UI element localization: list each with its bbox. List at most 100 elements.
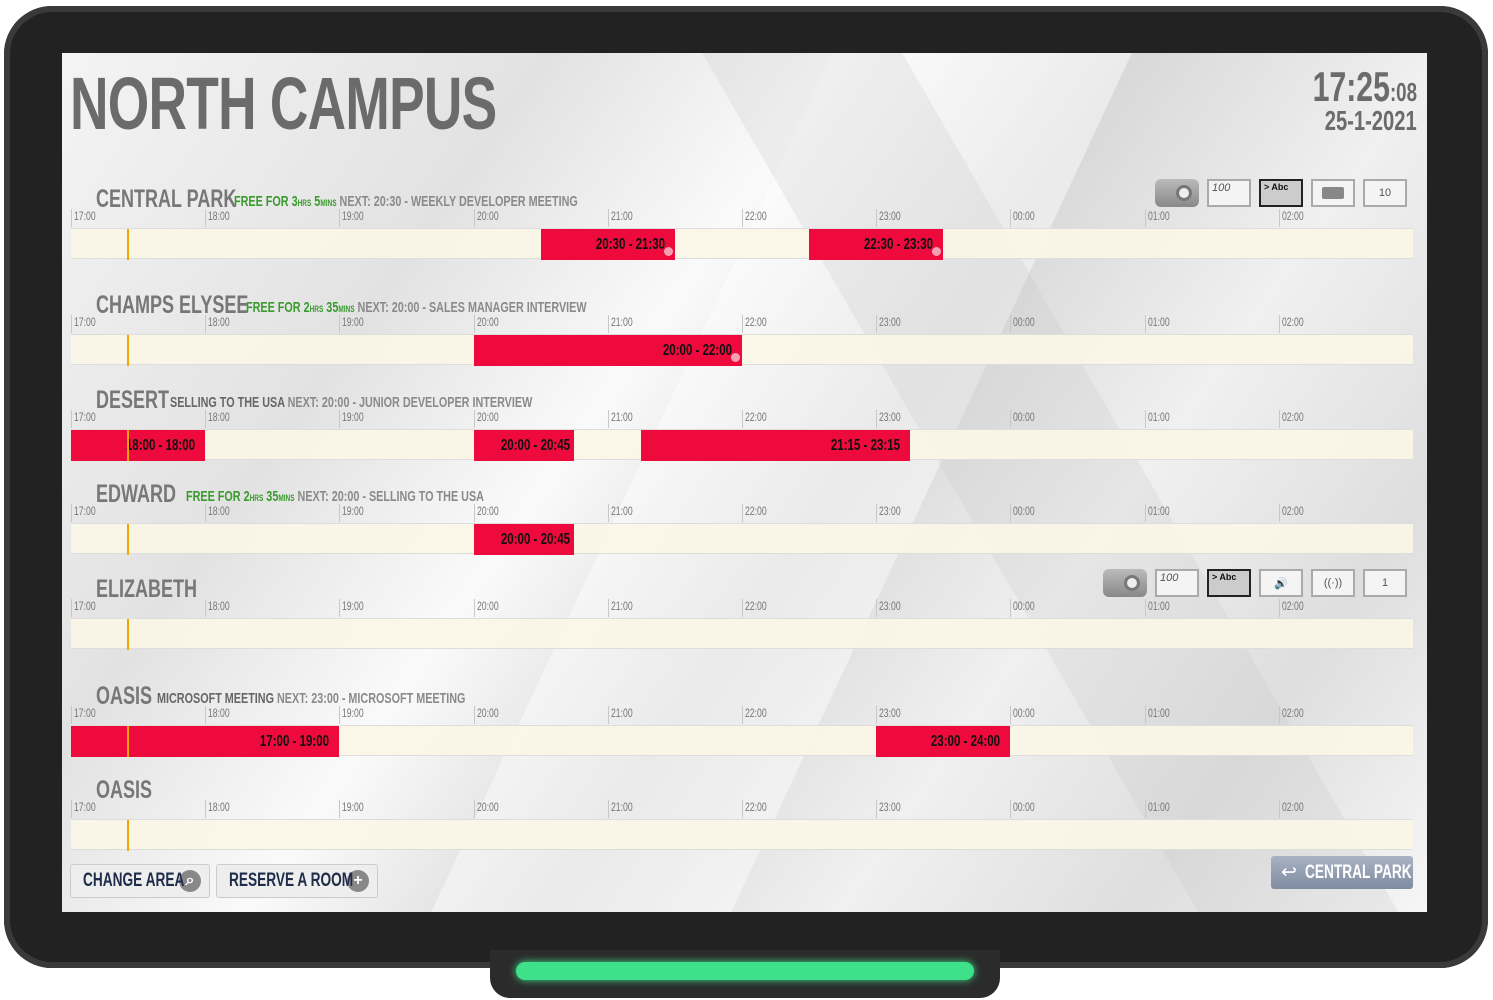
next-meeting: NEXT: 23:00 - MICROSOFT MEETING xyxy=(277,690,466,707)
back-central-park-button[interactable]: ↩ CENTRAL PARK xyxy=(1271,856,1413,889)
next-meeting: NEXT: 20:30 - WEEKLY DEVELOPER MEETING xyxy=(339,193,578,210)
tick-label: 19:00 xyxy=(339,410,372,428)
tick-label: 00:00 xyxy=(1010,800,1043,818)
tick-label: 20:00 xyxy=(473,410,507,428)
room-name[interactable]: OASIS xyxy=(96,682,153,710)
time-axis: 17:00 18:00 19:00 20:00 21:00 22:00 23:00 00:00… xyxy=(71,410,1413,428)
tick-label: 22:00 xyxy=(742,599,775,617)
capacity-icon: 1 xyxy=(1363,569,1407,597)
schedule-bar[interactable]: 20:30 - 21:30 22:30 - 23:30 xyxy=(71,228,1413,260)
projector-icon xyxy=(1155,179,1199,207)
current-time-marker xyxy=(126,619,129,650)
booking-block[interactable]: 18:00 - 18:00 xyxy=(71,430,206,461)
status-led xyxy=(516,962,974,980)
current-time-marker xyxy=(126,229,129,260)
display-icon: > Abc xyxy=(1207,569,1251,597)
tick-label: 01:00 xyxy=(1144,410,1178,428)
time-axis: 17:00 18:00 19:00 20:00 21:00 22:00 23:00 00:00… xyxy=(71,315,1413,333)
tick-label: 00:00 xyxy=(1010,504,1043,522)
tick-label: 20:00 xyxy=(473,706,507,724)
flower-icon xyxy=(730,353,740,362)
tick-label: 20:00 xyxy=(473,315,507,333)
room-name[interactable]: OASIS xyxy=(96,776,153,804)
tick-label: 18:00 xyxy=(205,706,238,724)
tick-label: 21:00 xyxy=(607,410,641,428)
whiteboard-icon: 100 xyxy=(1207,179,1251,207)
tick-label: 01:00 xyxy=(1144,599,1178,617)
room-name[interactable]: CHAMPS ELYSEE xyxy=(96,291,249,319)
schedule-bar[interactable]: 20:00 - 22:00 xyxy=(71,334,1413,366)
projector-icon xyxy=(1103,569,1147,597)
amenities: 100 > Abc 🔊 ((·)) 1 xyxy=(1103,569,1407,597)
video-camera-icon xyxy=(1311,179,1355,207)
screen: NORTH CAMPUS 17:25:08 25-1-2021 CENTRAL … xyxy=(62,53,1427,912)
tick-label: 18:00 xyxy=(205,504,238,522)
tick-label: 21:00 xyxy=(607,800,641,818)
current-time-marker xyxy=(126,335,129,366)
room-name[interactable]: EDWARD xyxy=(96,480,176,508)
time-axis: 17:00 18:00 19:00 20:00 21:00 22:00 23:00 00:00… xyxy=(71,706,1413,724)
tick-label: 00:00 xyxy=(1010,209,1043,227)
booking-block[interactable]: 20:00 - 22:00 xyxy=(473,335,742,366)
tick-label: 01:00 xyxy=(1144,315,1178,333)
tick-label: 01:00 xyxy=(1144,209,1178,227)
tick-label: 01:00 xyxy=(1144,504,1178,522)
tick-label: 18:00 xyxy=(205,315,238,333)
booking-block[interactable]: 21:15 - 23:15 xyxy=(641,430,910,461)
tick-label: 17:00 xyxy=(71,315,104,333)
room-row: EDWARD FREE FOR 2HRS 35MINS NEXT: 20:00 -… xyxy=(62,480,1427,577)
booking-block[interactable]: 23:00 - 24:00 xyxy=(876,726,1011,757)
tick-label: 20:00 xyxy=(473,800,507,818)
clock-seconds: :08 xyxy=(1389,77,1417,107)
tick-label: 18:00 xyxy=(205,410,238,428)
room-name[interactable]: CENTRAL PARK xyxy=(96,185,237,213)
booking-block[interactable]: 20:00 - 20:45 xyxy=(473,430,575,461)
tick-label: 17:00 xyxy=(71,706,104,724)
schedule-bar[interactable]: 20:00 - 20:45 xyxy=(71,523,1413,555)
booking-block[interactable]: 17:00 - 19:00 xyxy=(71,726,340,757)
next-meeting: NEXT: 20:00 - SELLING TO THE USA xyxy=(297,488,484,505)
flower-icon xyxy=(932,247,942,256)
room-status: FREE FOR 2HRS 35MINS NEXT: 20:00 - SELLI… xyxy=(186,488,484,505)
reserve-room-button[interactable]: RESERVE A ROOM + xyxy=(216,864,378,898)
tick-label: 20:00 xyxy=(473,504,507,522)
clock-time: 17:25 xyxy=(1312,63,1390,110)
room-name[interactable]: DESERT xyxy=(96,386,170,414)
room-status: SELLING TO THE USA NEXT: 20:00 - JUNIOR … xyxy=(170,394,533,411)
tick-label: 02:00 xyxy=(1278,504,1312,522)
clock-date: 25-1-2021 xyxy=(1325,105,1417,136)
time-axis: 17:00 18:00 19:00 20:00 21:00 22:00 23:00 00:00… xyxy=(71,209,1413,227)
schedule-bar[interactable]: 18:00 - 18:00 20:00 - 20:45 21:15 - 23:15 xyxy=(71,429,1413,461)
tick-label: 23:00 xyxy=(876,410,909,428)
tick-label: 22:00 xyxy=(742,706,775,724)
tick-label: 18:00 xyxy=(205,599,238,617)
current-time-marker xyxy=(126,430,129,461)
back-arrow-icon: ↩ xyxy=(1281,862,1297,883)
current-time-marker xyxy=(126,820,129,851)
tick-label: 20:00 xyxy=(473,209,507,227)
tick-label: 00:00 xyxy=(1010,706,1043,724)
tick-label: 23:00 xyxy=(876,706,909,724)
schedule-bar[interactable] xyxy=(71,819,1413,851)
flower-icon xyxy=(663,247,673,256)
tick-label: 23:00 xyxy=(876,315,909,333)
tick-label: 22:00 xyxy=(742,209,775,227)
tick-label: 17:00 xyxy=(71,599,104,617)
schedule-bar[interactable]: 17:00 - 19:00 23:00 - 24:00 xyxy=(71,725,1413,757)
booking-block[interactable]: 20:00 - 20:45 xyxy=(473,524,575,555)
room-status: MICROSOFT MEETING NEXT: 23:00 - MICROSOF… xyxy=(157,690,466,707)
tick-label: 17:00 xyxy=(71,504,104,522)
tick-label: 02:00 xyxy=(1278,599,1312,617)
booking-block[interactable]: 22:30 - 23:30 xyxy=(809,229,944,260)
room-name[interactable]: ELIZABETH xyxy=(96,575,198,603)
tick-label: 23:00 xyxy=(876,599,909,617)
tick-label: 19:00 xyxy=(339,315,372,333)
booking-block[interactable]: 20:30 - 21:30 xyxy=(540,229,675,260)
next-meeting: NEXT: 20:00 - JUNIOR DEVELOPER INTERVIEW xyxy=(287,394,533,411)
tick-label: 23:00 xyxy=(876,504,909,522)
change-area-button[interactable]: CHANGE AREA ⌕ xyxy=(70,864,210,898)
tick-label: 01:00 xyxy=(1144,706,1178,724)
amenities: 100 > Abc 10 xyxy=(1155,179,1407,207)
tick-label: 22:00 xyxy=(742,315,775,333)
schedule-bar[interactable] xyxy=(71,618,1413,650)
